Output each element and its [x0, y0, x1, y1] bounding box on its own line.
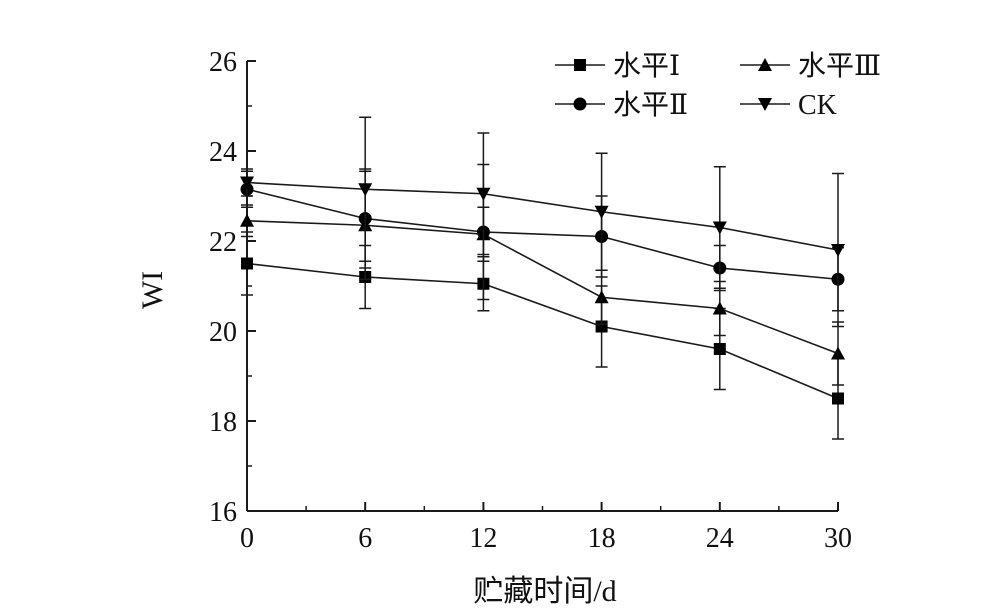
data-point — [358, 183, 373, 197]
y-tick-label: 18 — [209, 407, 237, 438]
x-tick-label: 0 — [240, 523, 254, 554]
series-1 — [241, 231, 844, 440]
data-point — [594, 290, 609, 304]
x-tick-label: 6 — [358, 523, 372, 554]
legend-label: 水平Ⅲ — [798, 50, 881, 82]
data-point — [240, 213, 254, 227]
legend-item: 水平Ⅱ — [555, 89, 688, 121]
y-tick-label: 16 — [209, 497, 237, 528]
data-point — [712, 221, 727, 235]
data-point — [712, 301, 727, 315]
data-point — [831, 346, 845, 360]
legend-item: 水平Ⅰ — [555, 50, 680, 82]
legend-label: 水平Ⅱ — [613, 89, 688, 121]
data-point — [476, 187, 491, 201]
series-line — [246, 181, 839, 251]
legend-label: CK — [798, 90, 837, 121]
legend-marker — [758, 58, 772, 71]
y-tick-label: 24 — [209, 137, 237, 168]
data-point — [241, 257, 253, 270]
y-tick-label: 20 — [209, 317, 237, 348]
legend-marker — [574, 59, 586, 71]
series-2 — [240, 163, 845, 312]
legend-item: 水平Ⅲ — [740, 50, 881, 82]
y-axis-title: WI — [136, 271, 169, 309]
data-point — [594, 205, 609, 219]
data-point — [832, 392, 844, 405]
x-tick-label: 30 — [824, 523, 852, 554]
series-line — [246, 219, 839, 355]
data-point — [240, 176, 254, 190]
y-tick-label: 26 — [209, 47, 237, 78]
series-line — [246, 262, 839, 400]
series-line — [246, 188, 839, 281]
data-point — [831, 244, 845, 257]
legend-item: CK — [740, 90, 837, 121]
x-tick-label: 12 — [469, 523, 497, 554]
x-tick-label: 18 — [588, 523, 616, 554]
y-tick-label: 22 — [209, 227, 237, 258]
legend-marker — [573, 97, 587, 111]
data-point — [713, 343, 726, 355]
legend-marker — [758, 98, 772, 111]
series-4 — [240, 116, 845, 328]
legend-label: 水平Ⅰ — [613, 50, 680, 82]
x-tick-label: 24 — [706, 523, 734, 554]
x-axis-title: 贮藏时间/d — [473, 575, 616, 608]
